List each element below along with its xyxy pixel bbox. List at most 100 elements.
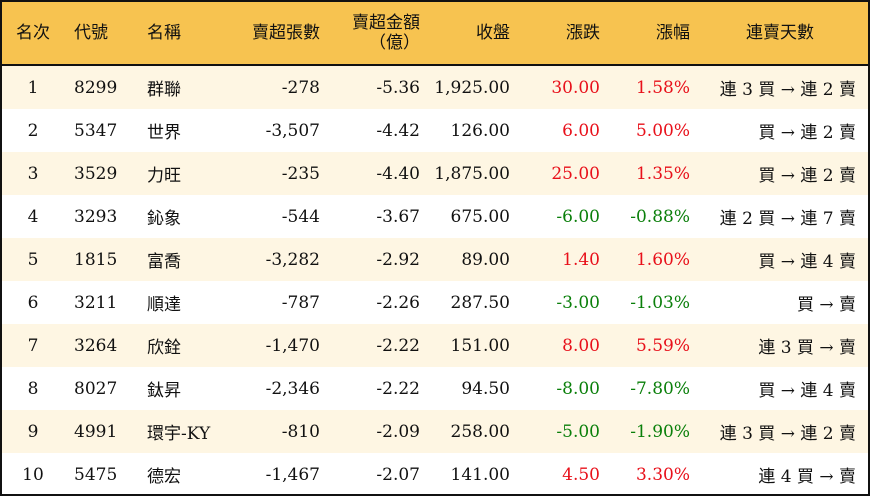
cell-name: 力旺 (137, 152, 232, 195)
cell-rank: 9 (2, 410, 64, 453)
cell-rank: 2 (27, 120, 39, 141)
cell-rank: 6 (27, 292, 39, 313)
header-net-sell-lots: 賣超張數 (232, 2, 322, 66)
cell-close: 1,925.00 (422, 65, 512, 109)
cell-net-sell-lots: -810 (232, 410, 322, 453)
cell-rank: 5 (2, 238, 64, 281)
cell-name: 富喬 (137, 238, 232, 281)
header-change: 漲跌 (512, 2, 602, 66)
cell-net-sell-amount: -2.09 (322, 410, 422, 453)
cell-net-sell-amount: -5.36 (322, 65, 422, 109)
cell-change: -8.00 (556, 378, 600, 399)
cell-net-sell-lots: -2,346 (265, 378, 320, 399)
cell-net-sell-amount: -2.07 (376, 464, 420, 485)
cell-streak: 買 → 連 4 賣 (758, 381, 856, 401)
cell-code: 3293 (74, 206, 118, 227)
cell-streak: 買 → 連 2 賣 (758, 123, 856, 143)
cell-net-sell-amount: -2.26 (376, 292, 420, 313)
cell-close: 151.00 (422, 324, 512, 367)
cell-code: 8299 (64, 65, 137, 109)
cell-change-pct: 1.60% (602, 238, 692, 281)
cell-change-pct: -1.90% (602, 410, 692, 453)
cell-net-sell-lots: -1,467 (265, 464, 320, 485)
table-row[interactable]: 2 5347 世界 -3,507 -4.42 126.00 6.00 5.00% 買 → 連 2… (2, 109, 868, 152)
cell-change: -5.00 (512, 410, 602, 453)
cell-change: -3.00 (556, 292, 600, 313)
table-row[interactable]: 8 8027 鈦昇 -2,346 -2.22 94.50 -8.00 -7.80% 買 → 連 … (2, 367, 868, 410)
cell-close: 94.50 (461, 378, 510, 399)
header-name: 名稱 (137, 2, 232, 66)
cell-streak: 連 3 買 → 賣 (692, 324, 868, 367)
header-change-pct: 漲幅 (602, 2, 692, 66)
cell-net-sell-lots: -1,470 (232, 324, 322, 367)
cell-code: 4991 (64, 410, 137, 453)
header-rank: 名次 (2, 2, 64, 66)
cell-code: 3264 (64, 324, 137, 367)
cell-rank: 3 (2, 152, 64, 195)
cell-net-sell-amount: -4.42 (376, 120, 420, 141)
cell-streak: 買 → 連 4 賣 (692, 238, 868, 281)
header-code: 代號 (64, 2, 137, 66)
cell-name: 環宇-KY (137, 410, 232, 453)
table-row[interactable]: 5 1815 富喬 -3,282 -2.92 89.00 1.40 1.60% 買 → 連 4 … (2, 238, 868, 281)
cell-close: 126.00 (450, 120, 510, 141)
cell-name: 世界 (147, 123, 181, 143)
cell-change-pct: 1.35% (602, 152, 692, 195)
cell-net-sell-amount: -2.22 (376, 378, 420, 399)
cell-net-sell-lots: -787 (281, 292, 320, 313)
table-row[interactable]: 10 5475 德宏 -1,467 -2.07 141.00 4.50 3.30% 連 4 買 … (2, 453, 868, 496)
cell-close: 1,875.00 (422, 152, 512, 195)
header-net-sell-amount-unit: （億） (369, 33, 420, 53)
cell-change-pct: -1.03% (630, 292, 690, 313)
cell-rank: 7 (2, 324, 64, 367)
cell-close: 258.00 (422, 410, 512, 453)
cell-name: 德宏 (147, 467, 181, 487)
cell-close: 675.00 (450, 206, 510, 227)
cell-name: 順達 (147, 295, 181, 315)
table-row[interactable]: 3 3529 力旺 -235 -4.40 1,875.00 25.00 1.35% 買 → 連 … (2, 152, 868, 195)
cell-net-sell-lots: -235 (232, 152, 322, 195)
cell-name: 群聯 (137, 65, 232, 109)
cell-name: 鈊象 (147, 209, 181, 229)
header-net-sell-amount-label: 賣超金額 (352, 13, 420, 33)
table-row[interactable]: 6 3211 順達 -787 -2.26 287.50 -3.00 -1.03% 買 → 賣 (2, 281, 868, 324)
cell-code: 5347 (74, 120, 118, 141)
cell-rank: 1 (2, 65, 64, 109)
cell-code: 8027 (74, 378, 118, 399)
cell-streak: 連 2 買 → 連 7 賣 (719, 209, 856, 229)
cell-name: 欣銓 (137, 324, 232, 367)
cell-code: 3211 (74, 292, 118, 313)
header-close: 收盤 (422, 2, 512, 66)
cell-change-pct: 3.30% (635, 464, 690, 485)
cell-change: 30.00 (512, 65, 602, 109)
cell-change-pct: 5.59% (602, 324, 692, 367)
cell-change: 4.50 (562, 464, 600, 485)
table-row[interactable]: 4 3293 鈊象 -544 -3.67 675.00 -6.00 -0.88% 連 2 買 →… (2, 195, 868, 238)
cell-rank: 4 (27, 206, 39, 227)
cell-streak: 買 → 連 2 賣 (692, 152, 868, 195)
cell-streak: 連 3 買 → 連 2 賣 (692, 410, 868, 453)
cell-rank: 8 (27, 378, 39, 399)
cell-change: 6.00 (562, 120, 600, 141)
header-net-sell-amount: 賣超金額 （億） (322, 2, 422, 66)
cell-net-sell-amount: -4.40 (322, 152, 422, 195)
cell-change-pct: 5.00% (635, 120, 690, 141)
cell-change: 8.00 (512, 324, 602, 367)
cell-change: 25.00 (512, 152, 602, 195)
cell-net-sell-lots: -278 (232, 65, 322, 109)
table-row[interactable]: 9 4991 環宇-KY -810 -2.09 258.00 -5.00 -1.90% 連 3 … (2, 410, 868, 453)
table-row[interactable]: 7 3264 欣銓 -1,470 -2.22 151.00 8.00 5.59% 連 3 買 →… (2, 324, 868, 367)
cell-change: -6.00 (556, 206, 600, 227)
cell-close: 141.00 (450, 464, 510, 485)
cell-net-sell-lots: -3,282 (232, 238, 322, 281)
cell-rank: 10 (22, 464, 44, 485)
table-row[interactable]: 1 8299 群聯 -278 -5.36 1,925.00 30.00 1.58% 連 3 買 … (2, 65, 868, 109)
cell-net-sell-lots: -544 (281, 206, 320, 227)
cell-net-sell-amount: -2.22 (322, 324, 422, 367)
cell-net-sell-amount: -2.92 (322, 238, 422, 281)
cell-name: 鈦昇 (147, 381, 181, 401)
cell-change-pct: 1.58% (602, 65, 692, 109)
cell-net-sell-lots: -3,507 (265, 120, 320, 141)
